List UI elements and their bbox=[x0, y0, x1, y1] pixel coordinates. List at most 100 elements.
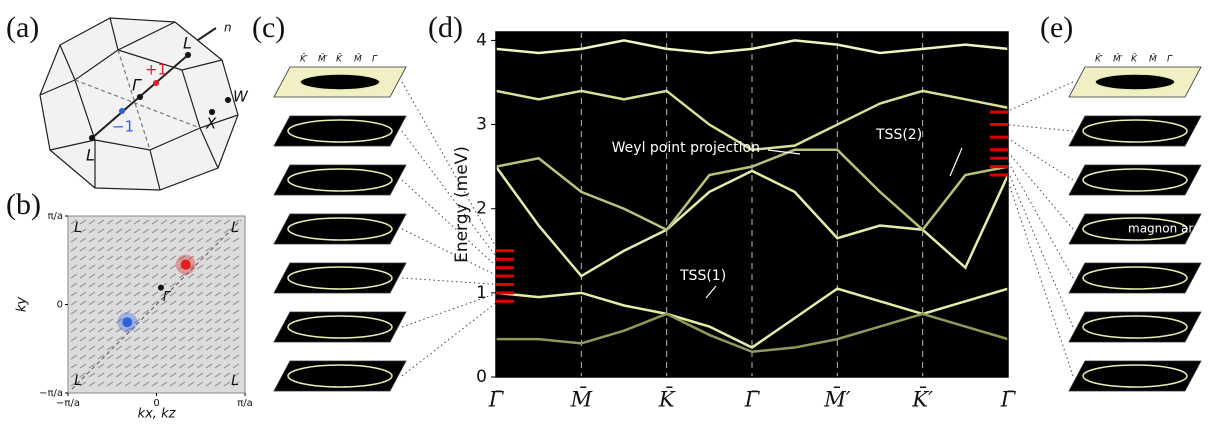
diagonal bbox=[71, 219, 242, 390]
y-tick-label: 1 bbox=[476, 283, 487, 303]
spin-arrow bbox=[133, 309, 141, 315]
spin-arrow bbox=[214, 300, 222, 306]
spin-arrow bbox=[214, 246, 222, 252]
spin-arrow bbox=[196, 264, 204, 270]
arrow bbox=[949, 147, 963, 177]
spin-arrow bbox=[70, 327, 78, 333]
spin-arrow bbox=[232, 246, 240, 252]
spin-arrow bbox=[79, 318, 87, 324]
spin-arrow bbox=[169, 246, 177, 252]
spin-arrow bbox=[205, 363, 213, 369]
spin-arrow bbox=[205, 318, 213, 324]
spin-arrow bbox=[151, 237, 159, 243]
spin-arrow bbox=[79, 282, 87, 288]
spin-arrow bbox=[124, 246, 132, 252]
spin-arrow bbox=[124, 354, 132, 360]
spin-arrow bbox=[115, 363, 123, 369]
point bbox=[180, 259, 191, 270]
x-tick-label: K̄ bbox=[658, 387, 676, 412]
annotation: TSS(1) bbox=[679, 268, 726, 284]
spin-arrow bbox=[187, 291, 195, 297]
spin-arrow bbox=[151, 309, 159, 315]
slice bbox=[1068, 262, 1202, 294]
spin-arrow bbox=[151, 336, 159, 342]
slice bbox=[273, 360, 407, 392]
spin-arrow bbox=[133, 327, 141, 333]
spin-arrow bbox=[196, 363, 204, 369]
spin-arrow bbox=[142, 273, 150, 279]
k-label: K̄ bbox=[1131, 53, 1138, 65]
k-label: K̄′ bbox=[1095, 53, 1103, 65]
k-label: M̄′ bbox=[318, 53, 328, 65]
spin-arrow bbox=[223, 354, 231, 360]
contour bbox=[1082, 266, 1188, 290]
spin-arrow bbox=[106, 318, 114, 324]
spin-arrow bbox=[88, 345, 96, 351]
contour bbox=[287, 266, 393, 290]
spin-arrow bbox=[133, 228, 141, 234]
spin-arrow bbox=[79, 381, 87, 387]
spin-arrow bbox=[205, 246, 213, 252]
band-edge bbox=[496, 312, 1009, 354]
spin-arrow bbox=[97, 291, 105, 297]
y-tick-label: 4 bbox=[476, 30, 487, 50]
spin-arrow bbox=[151, 372, 159, 378]
plot-frame bbox=[495, 31, 1009, 378]
spin-arrow bbox=[124, 381, 132, 387]
spin-arrow bbox=[97, 219, 105, 225]
spin-arrow bbox=[196, 255, 204, 261]
k-label: K̄ bbox=[336, 53, 343, 65]
y-tick-label: −π/a bbox=[39, 388, 63, 399]
spin-arrow bbox=[133, 282, 141, 288]
spin-arrow bbox=[178, 345, 186, 351]
spin-arrow bbox=[106, 354, 114, 360]
spin-arrow bbox=[151, 291, 159, 297]
spin-arrow bbox=[115, 273, 123, 279]
spin-arrow bbox=[124, 273, 132, 279]
spin-arrow bbox=[79, 372, 87, 378]
connector bbox=[1005, 149, 1074, 230]
panel-label: (b) bbox=[6, 188, 41, 221]
spin-arrow bbox=[124, 255, 132, 261]
k-label: K̄′ bbox=[300, 53, 308, 65]
connector bbox=[401, 277, 499, 285]
contour bbox=[1082, 168, 1188, 192]
spin-arrow bbox=[178, 300, 186, 306]
spin-arrow bbox=[79, 345, 87, 351]
spin-arrow bbox=[169, 237, 177, 243]
spin-arrow bbox=[178, 327, 186, 333]
a-label: −1 bbox=[112, 118, 134, 136]
spin-arrow bbox=[115, 354, 123, 360]
spin-arrow bbox=[178, 336, 186, 342]
spin-arrow bbox=[106, 327, 114, 333]
spin-arrow bbox=[223, 255, 231, 261]
spin-arrow bbox=[133, 237, 141, 243]
connector bbox=[1005, 81, 1074, 113]
spin-arrow bbox=[160, 228, 168, 234]
spin-arrow bbox=[79, 336, 87, 342]
spin-arrow bbox=[232, 336, 240, 342]
spin-arrow bbox=[196, 381, 204, 387]
spin-arrow bbox=[214, 264, 222, 270]
corner-label: L bbox=[74, 220, 82, 236]
spin-arrow bbox=[169, 354, 177, 360]
spin-arrow bbox=[214, 219, 222, 225]
spin-arrow bbox=[151, 273, 159, 279]
spin-arrow bbox=[70, 372, 78, 378]
connector bbox=[1005, 157, 1074, 279]
k-label: Γ̄ bbox=[1167, 55, 1173, 65]
y-axis-label: Energy (meV) bbox=[452, 146, 472, 263]
spin-arrow bbox=[160, 354, 168, 360]
spin-arrow bbox=[169, 363, 177, 369]
band-edge bbox=[495, 89, 1009, 152]
spin-arrow bbox=[187, 354, 195, 360]
spin-arrow bbox=[88, 291, 96, 297]
spin-arrow bbox=[205, 219, 213, 225]
spin-arrow bbox=[97, 345, 105, 351]
spin-arrow bbox=[88, 309, 96, 315]
a-label: Γ bbox=[132, 76, 142, 95]
spin-arrow bbox=[187, 345, 195, 351]
spin-arrow bbox=[151, 345, 159, 351]
spin-arrow bbox=[196, 309, 204, 315]
spin-arrow bbox=[223, 372, 231, 378]
